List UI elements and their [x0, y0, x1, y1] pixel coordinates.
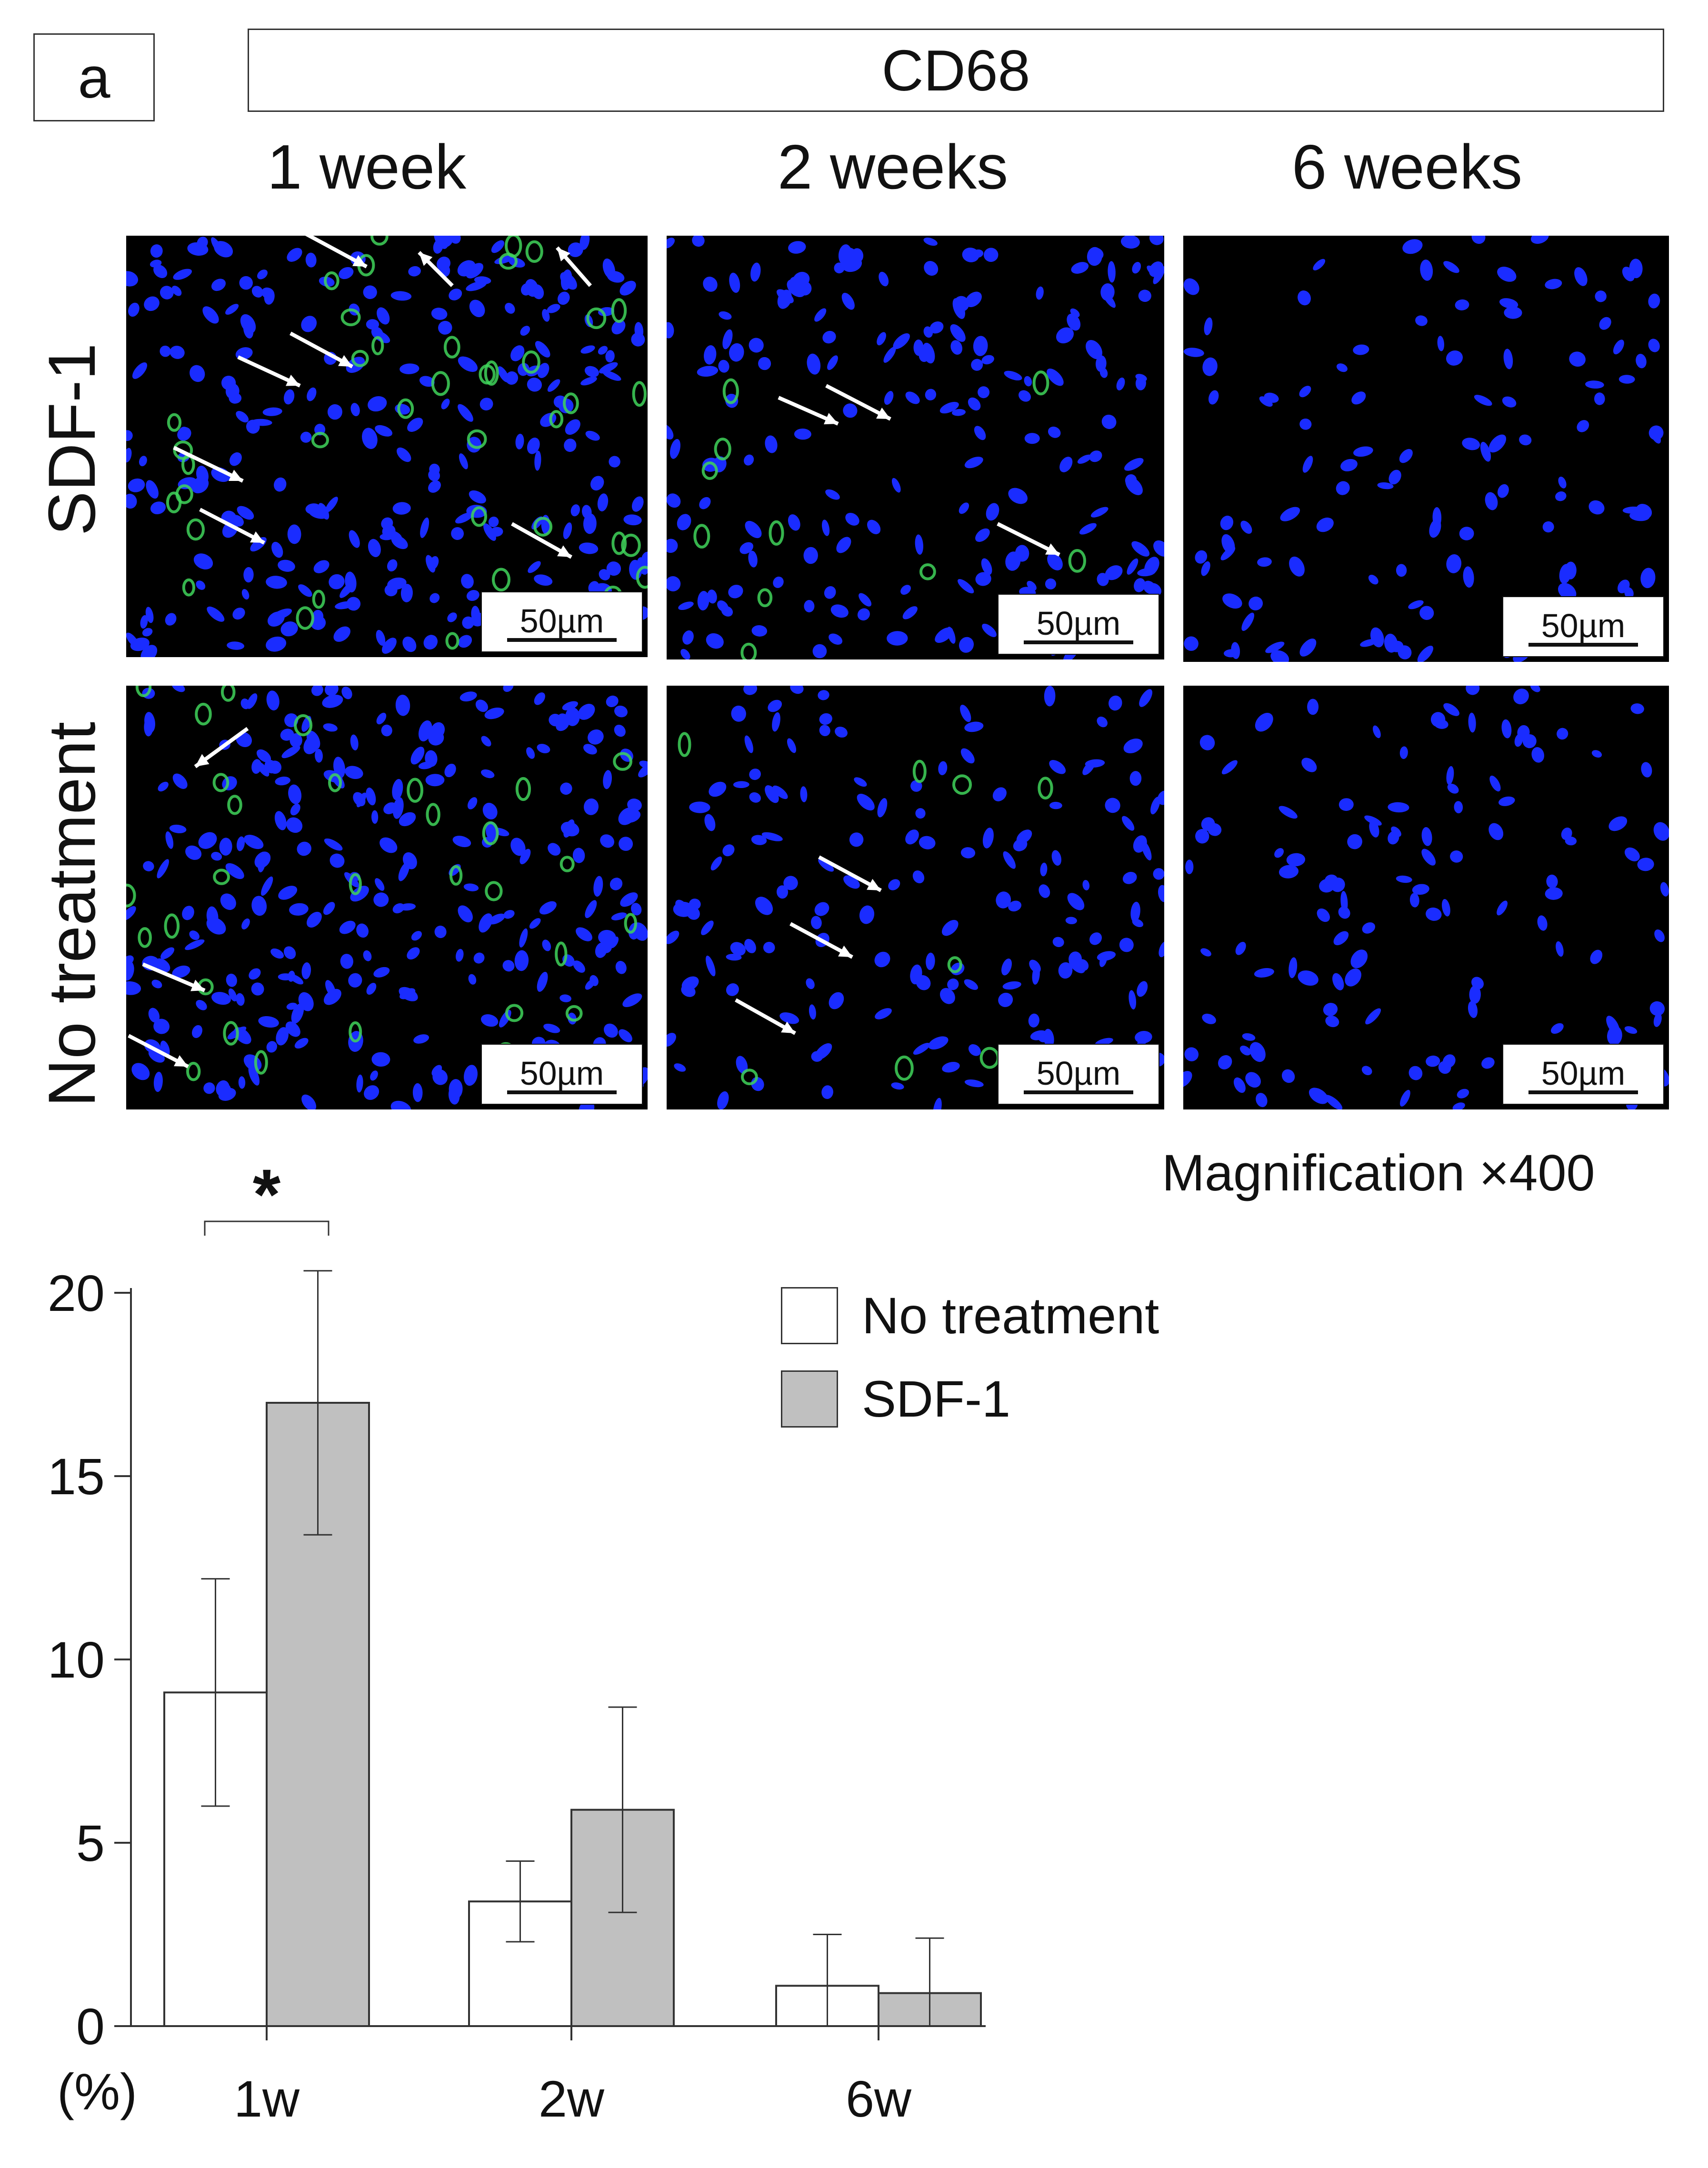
scale-bar-label: 50µm: [998, 1044, 1159, 1105]
legend-item-no-treatment: No treatment: [781, 1286, 1159, 1345]
magnification-label: Magnification ×400: [1162, 1144, 1595, 1201]
x-tick-label: 1w: [234, 2070, 300, 2128]
scale-bar-text: 50µm: [1036, 1055, 1121, 1092]
scale-bar: [507, 1090, 617, 1094]
arrow-head: [419, 252, 433, 266]
legend-label-no-treatment: No treatment: [862, 1287, 1159, 1344]
micrograph: 50µm: [126, 236, 648, 657]
scale-bar: [1024, 1090, 1133, 1094]
arrow-head: [557, 545, 571, 557]
arrow-head: [824, 413, 838, 425]
scale-bar-text: 50µm: [1541, 1055, 1626, 1092]
micrograph: 50µm: [126, 686, 648, 1109]
row-label-no-treatment: No treatment: [34, 721, 109, 1107]
stain-title: CD68: [248, 29, 1664, 112]
column-label-2-weeks: 2 weeks: [777, 132, 1009, 202]
arrow-head: [250, 531, 264, 543]
arrow-head: [838, 945, 852, 957]
legend-label-sdf1: SDF-1: [862, 1370, 1011, 1428]
fluorescence-image: [126, 686, 648, 1109]
bar-chart: 0 5 10 15 20 (%) 1w 2w 6w *: [48, 1154, 986, 2128]
arrow-head: [174, 1055, 188, 1067]
micrograph: 50µm: [1183, 236, 1669, 662]
y-tick-label: 20: [48, 1264, 105, 1322]
arrow-head: [338, 355, 352, 367]
arrow-head: [781, 1021, 795, 1033]
column-label-1-week: 1 week: [267, 132, 467, 202]
x-tick-label: 6w: [846, 2070, 912, 2128]
micrograph: 50µm: [667, 686, 1164, 1109]
arrow-head: [867, 879, 881, 890]
arrow-head: [557, 248, 570, 261]
scale-bar-label: 50µm: [481, 591, 643, 652]
fluorescence-image: [667, 236, 1164, 659]
arrow-head: [195, 754, 210, 767]
legend-item-sdf1: SDF-1: [781, 1369, 1159, 1429]
scale-bar-label: 50µm: [481, 1044, 643, 1105]
y-tick-label: 10: [48, 1631, 105, 1688]
scale-bar-text: 50µm: [1541, 607, 1626, 644]
legend-swatch-no-treatment: [781, 1287, 838, 1344]
x-tick-label: 2w: [539, 2070, 605, 2128]
scale-bar: [1024, 640, 1133, 644]
scale-bar-label: 50µm: [1502, 596, 1664, 657]
arrow-head: [190, 979, 205, 991]
arrow-head: [876, 407, 890, 419]
micrograph: 50µm: [667, 236, 1164, 659]
y-unit-label: (%): [57, 2063, 137, 2120]
fluorescence-image: [1183, 686, 1669, 1109]
scale-bar: [1528, 643, 1638, 647]
fluorescence-image: [1183, 236, 1664, 662]
row-label-sdf1: SDF-1: [34, 343, 109, 536]
scale-bar-text: 50µm: [519, 602, 604, 639]
panel-label: a: [33, 33, 155, 121]
scale-bar-text: 50µm: [519, 1055, 604, 1092]
scale-bar: [507, 638, 617, 642]
scale-bar-label: 50µm: [1502, 1044, 1664, 1105]
arrow-head: [286, 374, 300, 386]
arrow-head: [352, 255, 367, 267]
significance-bracket: [204, 1220, 330, 1236]
y-tick-label: 0: [76, 1998, 105, 2055]
legend-swatch-sdf1: [781, 1370, 838, 1428]
column-label-6-weeks: 6 weeks: [1291, 132, 1523, 202]
arrow-head: [229, 470, 243, 481]
micrograph: 50µm: [1183, 686, 1669, 1109]
significance-marker: *: [253, 1154, 281, 1234]
chart-legend: No treatment SDF-1: [781, 1286, 1159, 1429]
scale-bar-text: 50µm: [1036, 605, 1121, 642]
y-tick-label: 15: [48, 1448, 105, 1505]
scale-bar-label: 50µm: [998, 594, 1159, 655]
fluorescence-image: [126, 236, 648, 657]
arrow-head: [1045, 543, 1059, 555]
y-tick-label: 5: [76, 1814, 105, 1872]
scale-bar: [1528, 1090, 1638, 1094]
